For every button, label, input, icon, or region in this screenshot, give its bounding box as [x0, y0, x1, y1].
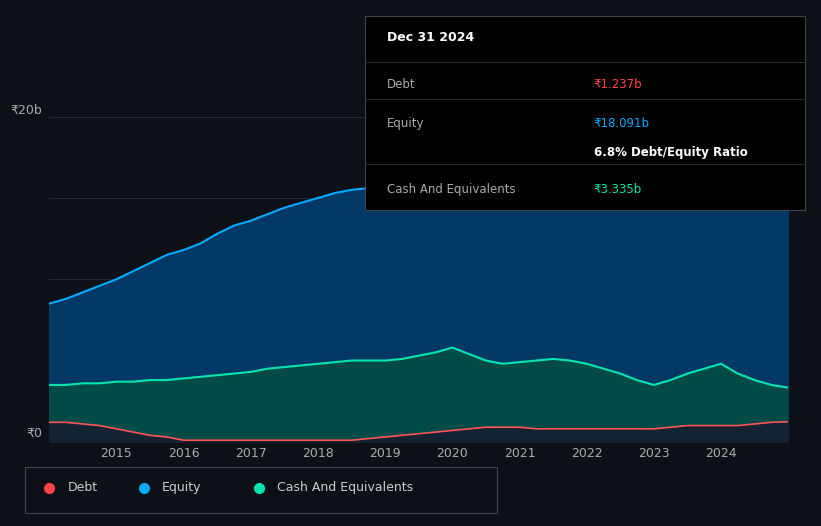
Text: Debt: Debt: [388, 78, 416, 91]
Text: Dec 31 2024: Dec 31 2024: [388, 32, 475, 44]
Text: Equity: Equity: [162, 481, 201, 494]
Text: ₹20b: ₹20b: [10, 104, 42, 117]
Text: ₹18.091b: ₹18.091b: [594, 117, 649, 130]
Text: 6.8% Debt/Equity Ratio: 6.8% Debt/Equity Ratio: [594, 146, 747, 159]
Text: Debt: Debt: [67, 481, 98, 494]
Text: ₹1.237b: ₹1.237b: [594, 78, 642, 91]
Text: ₹3.335b: ₹3.335b: [594, 183, 642, 196]
Text: Cash And Equivalents: Cash And Equivalents: [388, 183, 516, 196]
Text: Equity: Equity: [388, 117, 424, 130]
Text: Cash And Equivalents: Cash And Equivalents: [277, 481, 413, 494]
Text: ₹0: ₹0: [26, 427, 42, 440]
